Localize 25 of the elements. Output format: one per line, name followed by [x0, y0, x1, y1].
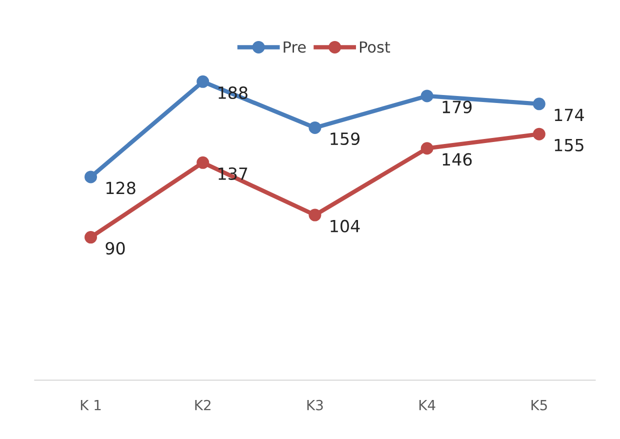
point	[196, 156, 210, 169]
legend-label: Post	[360, 41, 390, 53]
data-label: 104	[330, 220, 360, 232]
data-label: 90	[106, 242, 125, 255]
point	[308, 208, 322, 222]
x-tick-label: K 1	[80, 400, 101, 410]
point	[532, 128, 546, 140]
point	[196, 75, 210, 88]
data-label: 128	[106, 182, 136, 194]
x-tick-label: K3	[307, 400, 323, 410]
point	[532, 98, 546, 110]
point	[308, 121, 322, 134]
data-label: 159	[330, 132, 360, 146]
point	[84, 231, 98, 244]
point	[84, 170, 98, 184]
x-tick-label: K5	[532, 400, 547, 410]
data-label: 179	[442, 100, 472, 114]
data-label: 155	[554, 139, 584, 152]
legend-label: Pre	[284, 41, 306, 53]
point	[420, 142, 434, 155]
x-tick-label: K2	[195, 400, 210, 410]
data-label: 146	[442, 153, 472, 166]
data-label: 174	[554, 108, 584, 122]
point	[420, 90, 434, 102]
x-tick-label: K4	[419, 400, 436, 410]
